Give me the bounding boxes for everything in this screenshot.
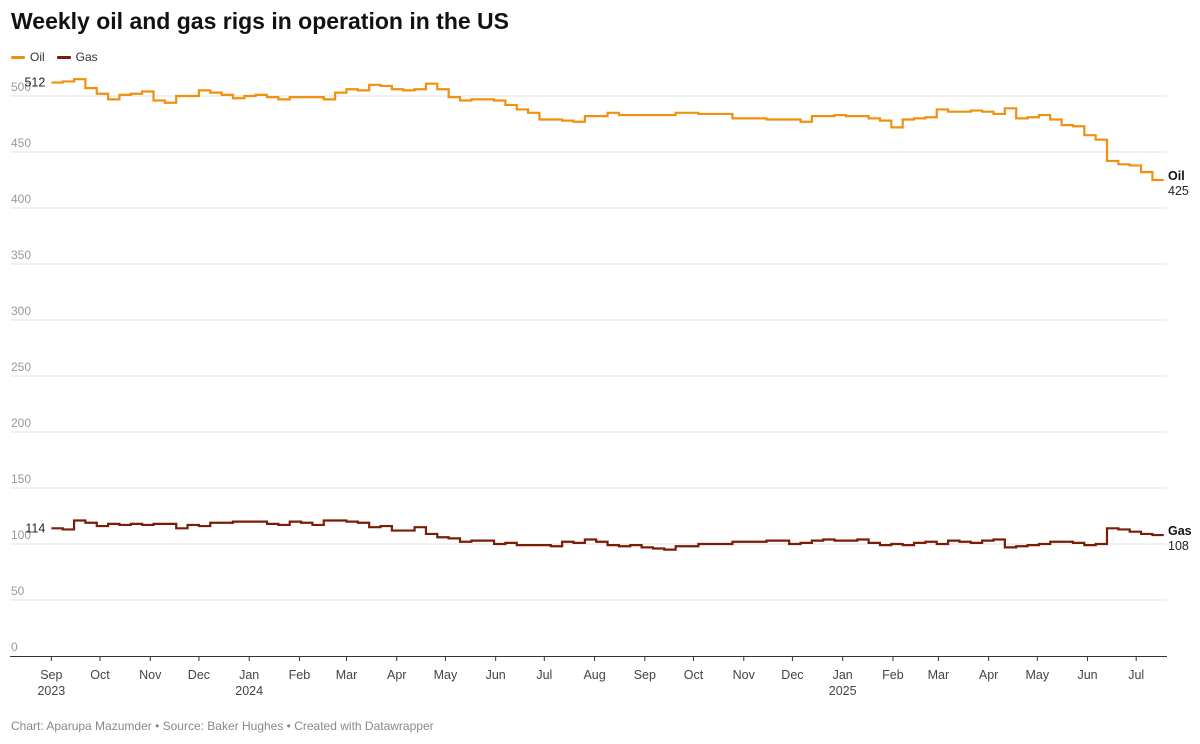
x-tick-label-16: Jan — [833, 668, 853, 682]
x-tick-label-0: Sep — [40, 668, 62, 682]
legend: Oil Gas — [11, 50, 98, 64]
x-tick-year-16: 2025 — [829, 684, 857, 698]
legend-item-oil: Oil — [11, 50, 45, 64]
x-tick-label-13: Oct — [684, 668, 704, 682]
x-tick-year-4: 2024 — [235, 684, 263, 698]
y-tick-label-450: 450 — [11, 136, 31, 150]
x-tick-label-3: Dec — [188, 668, 210, 682]
x-tick-label-4: Jan — [239, 668, 259, 682]
chart-footer: Chart: Aparupa Mazumder • Source: Baker … — [11, 719, 434, 733]
x-tick-label-1: Oct — [90, 668, 110, 682]
y-tick-label-500: 500 — [11, 80, 31, 94]
x-tick-label-6: Mar — [336, 668, 358, 682]
y-tick-label-200: 200 — [11, 416, 31, 430]
end-value-label-gas: 108 — [1168, 539, 1189, 553]
x-tick-label-7: Apr — [387, 668, 406, 682]
series-line-oil — [51, 78, 1164, 182]
x-tick-label-21: Jun — [1077, 668, 1097, 682]
x-tick-label-2: Nov — [139, 668, 162, 682]
x-tick-label-20: May — [1025, 668, 1049, 682]
y-tick-label-400: 400 — [11, 192, 31, 206]
x-tick-label-22: Jul — [1128, 668, 1144, 682]
x-tick-label-11: Aug — [583, 668, 605, 682]
x-tick-label-19: Apr — [979, 668, 998, 682]
x-tick-label-9: Jun — [486, 668, 506, 682]
y-tick-label-0: 0 — [11, 640, 18, 654]
legend-label-gas: Gas — [75, 50, 98, 64]
x-tick-label-8: May — [434, 668, 458, 682]
end-series-name-oil: Oil — [1168, 169, 1185, 183]
y-tick-label-100: 100 — [11, 528, 31, 542]
end-series-name-gas: Gas — [1168, 524, 1192, 538]
legend-swatch-gas — [56, 55, 71, 59]
x-tick-label-12: Sep — [634, 668, 656, 682]
start-value-label-oil: 512 — [24, 76, 45, 90]
x-tick-label-10: Jul — [536, 668, 552, 682]
legend-swatch-oil — [11, 55, 25, 59]
series-line-gas — [51, 519, 1164, 551]
x-tick-label-18: Mar — [928, 668, 950, 682]
start-value-label-gas: 114 — [25, 521, 45, 535]
x-tick-label-5: Feb — [289, 668, 311, 682]
y-tick-label-350: 350 — [11, 248, 31, 262]
y-tick-label-50: 50 — [11, 584, 25, 598]
x-tick-year-0: 2023 — [37, 684, 65, 698]
x-tick-label-15: Dec — [781, 668, 803, 682]
legend-item-gas: Gas — [56, 50, 98, 64]
y-tick-label-300: 300 — [11, 304, 31, 318]
x-tick-label-14: Nov — [733, 668, 756, 682]
y-tick-label-250: 250 — [11, 360, 31, 374]
x-tick-label-17: Feb — [882, 668, 904, 682]
y-tick-label-150: 150 — [11, 472, 31, 486]
legend-label-oil: Oil — [30, 50, 45, 64]
end-value-label-oil: 425 — [1168, 184, 1189, 198]
chart-title: Weekly oil and gas rigs in operation in … — [11, 8, 510, 34]
